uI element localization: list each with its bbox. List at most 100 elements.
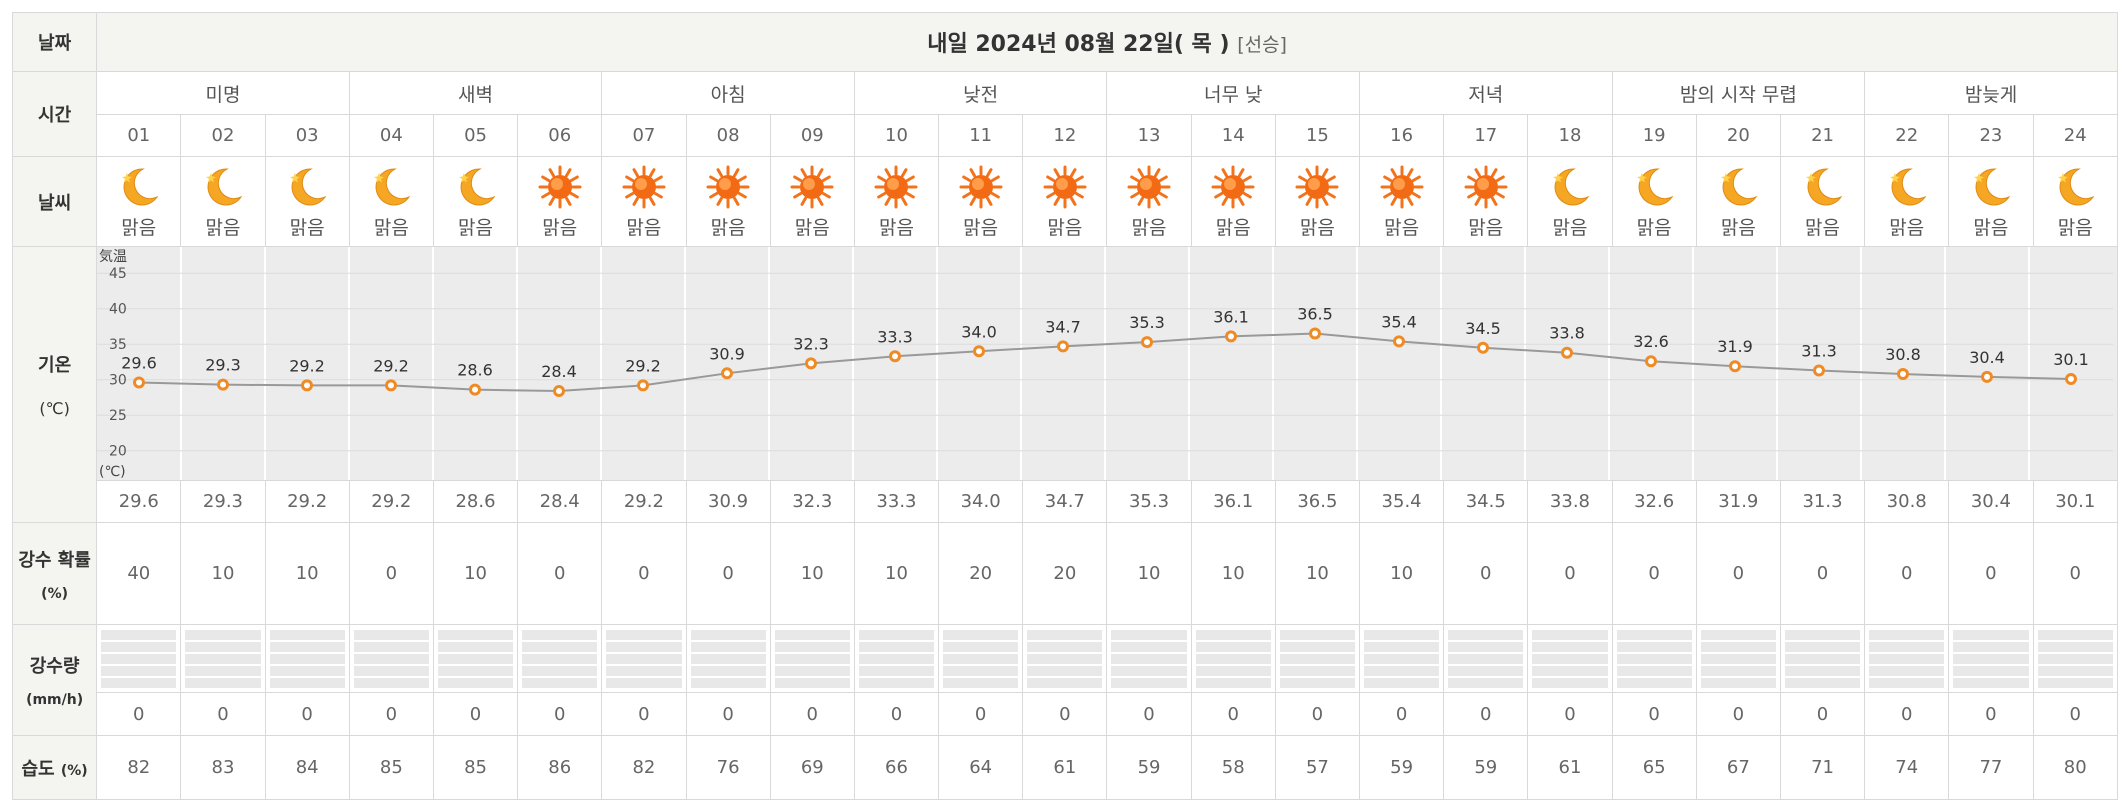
y-tick-label: 45 — [109, 266, 127, 282]
rain-prob-row: 강수 확률 (%) 40 10 10 0 10 0 0 0 10 10 20 20 10 10 10 10 0 0 0 0… — [11, 522, 2118, 625]
temperature-line — [139, 332, 2072, 393]
sun-icon — [1445, 165, 1527, 209]
condition-label: 맑음 — [878, 217, 914, 239]
rain-amount-unit: (mm/h) — [26, 692, 84, 708]
hour-label: 10 — [885, 125, 908, 146]
rain-prob-label-text: 강수 확률 — [18, 549, 91, 571]
rain-amount-bar-cell — [1611, 624, 1697, 693]
weather-cell: 맑음 — [1779, 156, 1866, 247]
rain-amount-value: 0 — [1143, 703, 1155, 725]
hour-cell: 09 — [769, 114, 855, 157]
period-label: 낮전 — [963, 83, 999, 106]
temp-value-cell: 30.8 — [1864, 480, 1950, 523]
hour-cell: 10 — [853, 114, 940, 157]
rain-amount-bar-bg — [2037, 629, 2113, 688]
rain-amount-bar-bg — [1027, 629, 1103, 688]
rain-prob-value: 10 — [1305, 563, 1329, 584]
rain-amount-bar-cell — [264, 624, 350, 693]
weather-cell: 맑음 — [264, 156, 350, 247]
condition-label: 맑음 — [963, 217, 999, 239]
hour-cell: 19 — [1611, 114, 1697, 157]
weather-cell: 맑음 — [1527, 156, 1613, 247]
period-cell: 아침 — [601, 71, 855, 115]
rain-prob-cell: 10 — [432, 522, 519, 625]
weather-cell: 맑음 — [1611, 156, 1697, 247]
rain-amount-bar-bg — [353, 629, 429, 688]
weather-cell: 맑음 — [1274, 156, 1361, 247]
temp-value-cell: 34.0 — [938, 480, 1024, 523]
sun-icon — [1276, 165, 1358, 209]
moon-icon — [434, 165, 516, 209]
rain-amount-bar-cell — [769, 624, 855, 693]
temperature-point — [1813, 364, 1826, 377]
rain-prob-label: 강수 확률 (%) — [11, 522, 98, 625]
humidity-cell: 82 — [601, 735, 687, 800]
rain-amount-value: 0 — [1480, 703, 1492, 725]
moon-icon — [1697, 165, 1779, 209]
temperature-data-label: 30.8 — [1885, 345, 1921, 364]
temperature-data-label: 29.2 — [373, 356, 409, 375]
humidity-cell: 66 — [853, 735, 940, 800]
rain-amount-value-cell: 0 — [517, 692, 603, 736]
y-tick-label: 40 — [109, 302, 127, 318]
hour-label: 14 — [1221, 125, 1245, 146]
y-tick-label: 25 — [109, 408, 127, 424]
sun-icon — [940, 165, 1022, 209]
weather-label-text: 날씨 — [38, 192, 72, 214]
humidity-value: 58 — [1221, 757, 1245, 778]
rain-amount-value-cell: 0 — [1948, 692, 2034, 736]
temperature-point — [721, 367, 734, 380]
rain-amount-value: 0 — [385, 703, 398, 725]
temp-value: 34.5 — [1465, 491, 1506, 512]
rain-prob-value: 0 — [1816, 563, 1829, 584]
temp-value-cell: 31.9 — [1695, 480, 1781, 523]
hour-cell: 01 — [96, 114, 182, 157]
humidity-value: 61 — [1053, 757, 1077, 778]
temp-value: 31.3 — [1802, 491, 1843, 512]
condition-label: 맑음 — [1131, 217, 1167, 239]
rain-amount-value-row: 0 0 0 0 0 0 0 0 0 0 0 0 0 0 0 0 0 0 0 0 0 0 0 0 — [13, 692, 2118, 736]
date-row: 날짜 내일 2024년 08월 22일( 목 ) [선승] — [11, 12, 2118, 72]
rain-amount-value: 0 — [1816, 703, 1829, 725]
temperature-point — [1645, 355, 1658, 368]
y-axis-title-top: 気温 — [99, 249, 127, 265]
sun-icon — [771, 165, 853, 209]
humidity-cell: 64 — [938, 735, 1024, 800]
weather-cell: 맑음 — [348, 156, 434, 247]
rain-amount-value: 0 — [301, 703, 313, 725]
rain-prob-cell: 10 — [769, 522, 855, 625]
temperature-data-label: 30.9 — [709, 344, 745, 363]
rain-amount-value: 0 — [1732, 703, 1745, 725]
temp-value-cell: 29.2 — [264, 480, 350, 523]
date-label: 날짜 — [11, 12, 98, 72]
rain-amount-value: 0 — [1985, 703, 1997, 725]
hour-cell: 20 — [1695, 114, 1781, 157]
hour-label: 02 — [211, 125, 235, 146]
humidity-cell: 74 — [1864, 735, 1950, 800]
sun-icon — [519, 165, 601, 209]
humidity-value: 84 — [295, 757, 319, 778]
rain-amount-value-cell: 0 — [769, 692, 855, 736]
condition-label: 맑음 — [1636, 217, 1672, 239]
hour-label: 04 — [379, 125, 403, 146]
rain-amount-value-cell: 0 — [1022, 692, 1108, 736]
humidity-cell: 58 — [1190, 735, 1276, 800]
humidity-cell: 86 — [517, 735, 603, 800]
hour-cell: 04 — [348, 114, 434, 157]
weather-cell: 맑음 — [2032, 156, 2118, 247]
moon-icon — [1950, 165, 2032, 209]
period-label: 너무 낮 — [1203, 83, 1263, 106]
hour-cell: 13 — [1106, 114, 1192, 157]
humidity-cell: 59 — [1106, 735, 1192, 800]
condition-label: 맑음 — [1552, 217, 1588, 239]
rain-amount-bar-cell — [1022, 624, 1108, 693]
condition-label: 맑음 — [1889, 217, 1925, 239]
rain-amount-bar-bg — [1532, 629, 1608, 688]
rain-amount-value: 0 — [1311, 703, 1324, 725]
humidity-cell: 65 — [1611, 735, 1697, 800]
temp-value-cell: 32.3 — [769, 480, 855, 523]
humidity-value: 59 — [1474, 757, 1498, 778]
temperature-data-label: 28.4 — [541, 362, 577, 381]
weather-cell: 맑음 — [685, 156, 771, 247]
condition-label: 맑음 — [458, 217, 494, 239]
